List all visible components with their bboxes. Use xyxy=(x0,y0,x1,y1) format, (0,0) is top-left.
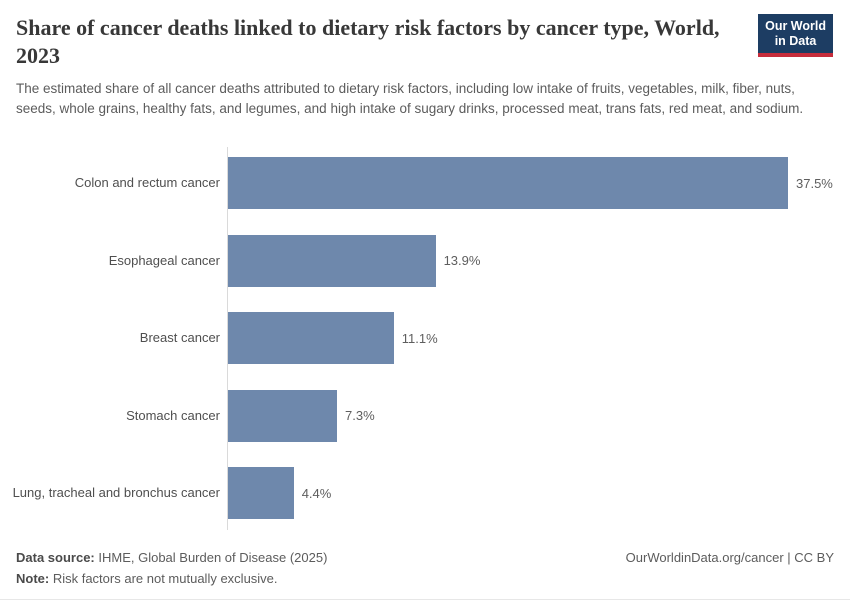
bar-rows: Colon and rectum cancer 37.5% Esophageal c… xyxy=(0,157,850,519)
category-label: Esophageal cancer xyxy=(108,252,220,268)
note-line: Note: Risk factors are not mutually excl… xyxy=(16,568,834,589)
owid-logo-line1: Our World xyxy=(765,19,826,33)
bar[interactable] xyxy=(228,467,294,519)
bar-track: 7.3% xyxy=(228,389,375,442)
category-label: Colon and rectum cancer xyxy=(74,175,220,191)
bar-chart: Colon and rectum cancer 37.5% Esophageal c… xyxy=(0,147,850,530)
bar-row: Stomach cancer 7.3% xyxy=(0,389,850,442)
y-axis-line xyxy=(227,147,228,530)
header: Share of cancer deaths linked to dietary… xyxy=(16,14,834,120)
bar[interactable] xyxy=(228,234,436,287)
value-label: 37.5% xyxy=(796,175,833,191)
category-label: Lung, tracheal and bronchus cancer xyxy=(12,485,220,501)
chart-title: Share of cancer deaths linked to dietary… xyxy=(16,15,720,68)
note-label: Note: xyxy=(16,571,50,586)
data-source-label: Data source: xyxy=(16,550,95,565)
value-label: 7.3% xyxy=(345,408,375,423)
category-label: Breast cancer xyxy=(139,330,220,346)
bar-track: 37.5% xyxy=(228,157,833,209)
bar-row: Lung, tracheal and bronchus cancer 4.4% xyxy=(0,467,850,519)
bar[interactable] xyxy=(228,157,788,209)
data-source-text: IHME, Global Burden of Disease (2025) xyxy=(94,550,328,565)
value-label: 13.9% xyxy=(443,253,481,268)
bar-track: 13.9% xyxy=(228,234,481,287)
bar-row: Colon and rectum cancer 37.5% xyxy=(0,157,850,209)
value-label: 11.1% xyxy=(401,330,438,346)
bar[interactable] xyxy=(228,312,394,364)
attribution-link[interactable]: OurWorldinData.org/cancer | CC BY xyxy=(625,550,834,565)
owid-logo-line2: in Data xyxy=(774,34,817,48)
value-label: 4.4% xyxy=(301,485,332,501)
bar-row: Esophageal cancer 13.9% xyxy=(0,234,850,287)
footer: Data source: IHME, Global Burden of Dise… xyxy=(16,547,834,589)
chart-subtitle: The estimated share of all cancer deaths… xyxy=(16,80,804,117)
data-source-line: Data source: IHME, Global Burden of Dise… xyxy=(16,547,834,568)
note-text: Risk factors are not mutually exclusive. xyxy=(49,571,278,586)
category-label: Stomach cancer xyxy=(126,407,220,423)
bar-track: 4.4% xyxy=(228,467,331,519)
bar[interactable] xyxy=(228,389,337,442)
bar-track: 11.1% xyxy=(228,312,438,364)
owid-logo[interactable]: Our World in Data xyxy=(758,14,833,57)
bar-row: Breast cancer 11.1% xyxy=(0,312,850,364)
